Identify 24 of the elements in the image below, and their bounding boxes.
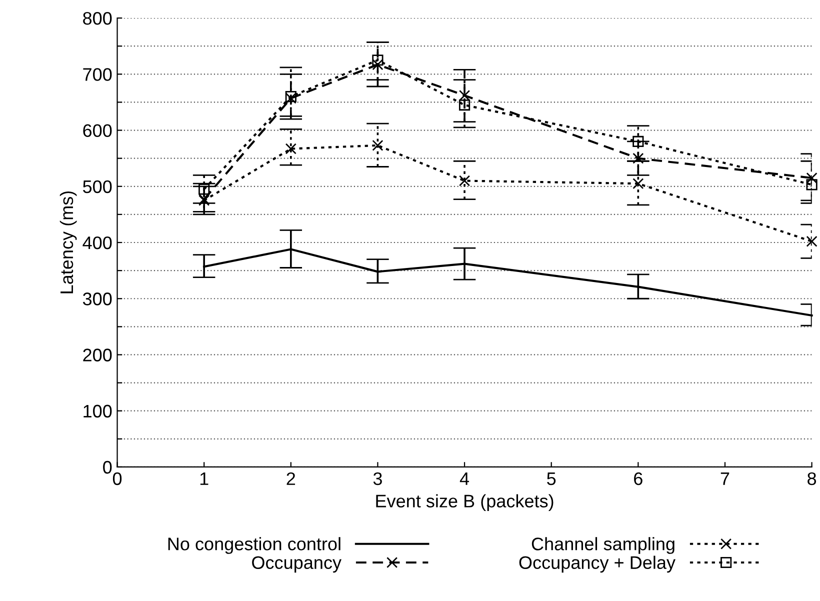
y-axis-title: Latency (ms) bbox=[60, 191, 77, 294]
x-tick-label: 2 bbox=[286, 472, 296, 485]
x-tick-label: 0 bbox=[112, 472, 122, 486]
x-tick-label: 7 bbox=[720, 472, 730, 485]
x-tick-label: 4 bbox=[460, 472, 470, 485]
x-tick-label: 8 bbox=[808, 472, 816, 486]
x-tick-label: 6 bbox=[634, 472, 642, 486]
x-tick-label: 1 bbox=[200, 472, 208, 485]
y-tick-label: 100 bbox=[84, 404, 112, 418]
y-tick-label: 800 bbox=[83, 12, 112, 25]
legend-label: Occupancy bbox=[252, 556, 342, 573]
x-axis-title: Event size B (packets) bbox=[376, 494, 554, 512]
legend-label: Channel sampling bbox=[532, 537, 674, 554]
x-tick-label: 5 bbox=[547, 472, 556, 486]
y-tick-label: 700 bbox=[83, 68, 112, 81]
y-tick-label: 300 bbox=[82, 292, 112, 306]
y-tick-label: 500 bbox=[83, 180, 112, 194]
legend-label: Occupancy + Delay bbox=[519, 556, 676, 573]
y-tick-label: 400 bbox=[82, 236, 112, 250]
y-tick-label: 0 bbox=[103, 460, 112, 474]
legend-label: No congestion control bbox=[168, 537, 340, 554]
y-tick-label: 200 bbox=[83, 348, 112, 362]
y-tick-label: 600 bbox=[83, 124, 112, 137]
x-tick-label: 3 bbox=[373, 472, 382, 486]
